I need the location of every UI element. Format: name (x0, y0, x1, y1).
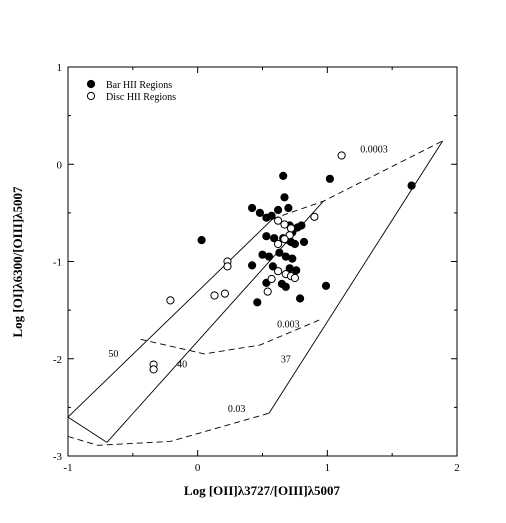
model-line-label: 37 (281, 355, 291, 366)
legend-label-bar: Bar HII Regions (106, 80, 172, 91)
model-line-label: 40 (177, 360, 187, 371)
legend: Bar HII Regions Disc HII Regions (86, 79, 176, 103)
bar-hii-point (267, 211, 276, 220)
disc-hii-point (210, 291, 219, 300)
model-line-0_003 (140, 319, 320, 355)
y-tick-label: -3 (53, 451, 63, 463)
x-tick-label: 1 (325, 462, 331, 474)
disc-hii-point (280, 220, 289, 229)
bar-hii-point (280, 193, 289, 202)
bar-hii-point (262, 232, 271, 241)
model-line-label: 0.03 (228, 404, 246, 415)
bar-hii-point (268, 262, 277, 271)
legend-label-disc: Disc HII Regions (106, 92, 176, 103)
model-line-label: 0.003 (277, 320, 300, 331)
plot-frame (67, 66, 458, 457)
bar-hii-point (292, 266, 301, 275)
bar-hii-point (270, 234, 279, 243)
bar-hii-point (297, 221, 306, 230)
bar-hii-point (197, 236, 206, 245)
bar-hii-point (248, 261, 257, 270)
bar-hii-point (264, 252, 274, 261)
model-grid: 50 40 37 0.0003 0.003 0.03 (67, 140, 444, 446)
y-tick-label: -1 (53, 257, 62, 269)
x-axis-title: Log [OII]λ3727/[OIII]λ5007 (184, 483, 341, 498)
disc-hii-point (274, 239, 283, 249)
legend-marker-bar (86, 79, 96, 89)
x-tick-label: -1 (63, 462, 72, 474)
disc-hii-point (310, 212, 319, 221)
bar-hii-point (275, 248, 284, 257)
y-axis-title: Log [OI]λ6300/[OIII]λ5007 (10, 186, 25, 338)
disc-hii-point (286, 224, 296, 233)
bar-hii-point (248, 203, 257, 213)
disc-hii-point (149, 365, 158, 374)
disc-hii-point (290, 273, 299, 283)
data-points (149, 151, 416, 374)
disc-hii-point (274, 216, 283, 225)
bar-hii-point (288, 254, 297, 263)
y-tick-label: -2 (53, 354, 62, 366)
disc-hii-point (267, 274, 276, 284)
model-line-0_0003 (272, 140, 443, 220)
bar-hii-point (407, 181, 416, 190)
disc-hii-point (280, 235, 289, 244)
disc-hii-point (337, 151, 346, 160)
x-tick-label: 0 (195, 462, 201, 474)
bar-hii-point (284, 203, 293, 213)
model-line-0_03 (67, 412, 270, 446)
bar-hii-point (321, 281, 331, 290)
y-tick-label: 0 (57, 159, 63, 171)
model-line-50 (67, 218, 274, 418)
model-line-label: 50 (108, 349, 118, 360)
bar-hii-point (290, 239, 299, 249)
plot-area-border (67, 66, 458, 457)
axis-ticks: -1 0 1 2 -3 -2 -1 0 1 (53, 62, 460, 474)
bar-hii-point (325, 174, 334, 183)
bar-hii-point (255, 208, 264, 217)
bar-hii-point (279, 171, 288, 180)
bar-hii-point (281, 282, 290, 291)
disc-hii-point (274, 267, 283, 276)
disc-hii-point (166, 296, 175, 305)
disc-hii-point (263, 287, 272, 296)
disc-hii-point (220, 289, 229, 298)
bar-hii-point (296, 294, 305, 303)
bar-hii-point (253, 298, 262, 307)
y-tick-label: 1 (57, 62, 63, 74)
model-line-edge (67, 416, 108, 443)
disc-hii-point (223, 262, 232, 271)
model-line-label: 0.0003 (360, 145, 388, 156)
bar-hii-point (299, 237, 309, 247)
x-tick-label: 2 (454, 462, 460, 474)
legend-marker-disc (86, 91, 96, 101)
bar-hii-point (274, 205, 283, 215)
